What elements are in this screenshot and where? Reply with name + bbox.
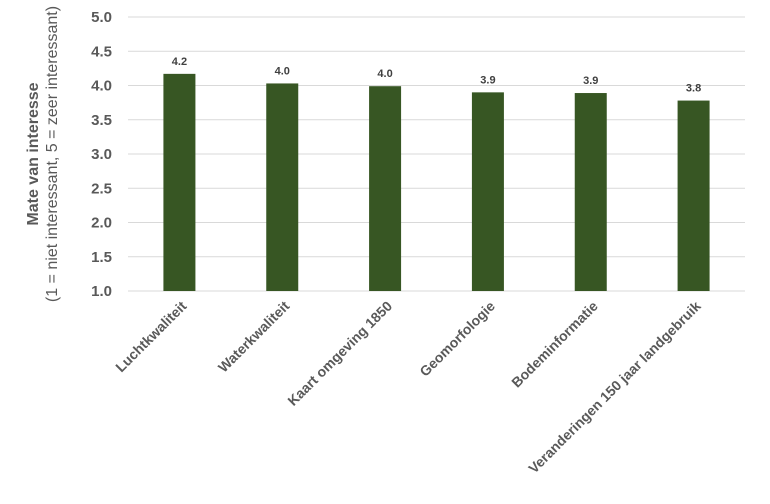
y-tick-label: 4.0 xyxy=(91,78,112,95)
bar xyxy=(574,93,607,291)
data-label: 3.9 xyxy=(583,75,598,87)
data-labels: 4.2 4.0 4.0 3.9 3.9 3.8 xyxy=(172,56,701,95)
gridlines xyxy=(128,16,745,292)
category-label: Bodeminformatie xyxy=(508,298,601,391)
bar xyxy=(163,73,196,291)
data-label: 3.8 xyxy=(686,83,701,95)
y-axis-label: Mate van interesse xyxy=(25,82,42,225)
data-label: 4.0 xyxy=(377,68,392,80)
y-tick-label: 4.5 xyxy=(91,43,112,60)
y-tick-label: 3.5 xyxy=(91,112,112,129)
data-label: 4.2 xyxy=(172,56,187,68)
bar xyxy=(677,100,710,291)
y-tick-label: 2.0 xyxy=(91,215,112,232)
data-label: 4.0 xyxy=(275,65,290,77)
y-tick-labels: 1.0 1.5 2.0 2.5 3.0 3.5 4.0 4.5 5.0 xyxy=(91,9,112,300)
data-label: 3.9 xyxy=(480,74,495,86)
y-tick-label: 3.0 xyxy=(91,146,112,163)
bar xyxy=(266,83,299,291)
category-label: Kaart omgeving 1850 xyxy=(284,298,395,409)
y-tick-label: 1.0 xyxy=(91,283,112,300)
y-axis-title: Mate van interesse (1 = niet interessant… xyxy=(25,6,61,302)
y-axis-sublabel: (1 = niet interessant, 5 = zeer interess… xyxy=(44,6,61,302)
category-label: Luchtkwaliteit xyxy=(112,298,190,376)
y-tick-label: 5.0 xyxy=(91,9,112,26)
category-label: Geomorfologie xyxy=(416,298,498,380)
category-label: Waterkwaliteit xyxy=(215,298,293,376)
bar xyxy=(369,86,402,291)
y-tick-label: 1.5 xyxy=(91,249,112,266)
y-tick-label: 2.5 xyxy=(91,180,112,197)
category-label: Veranderingen 150 jaar landgebruik xyxy=(525,298,704,477)
bar xyxy=(471,92,504,291)
bars xyxy=(163,73,710,291)
